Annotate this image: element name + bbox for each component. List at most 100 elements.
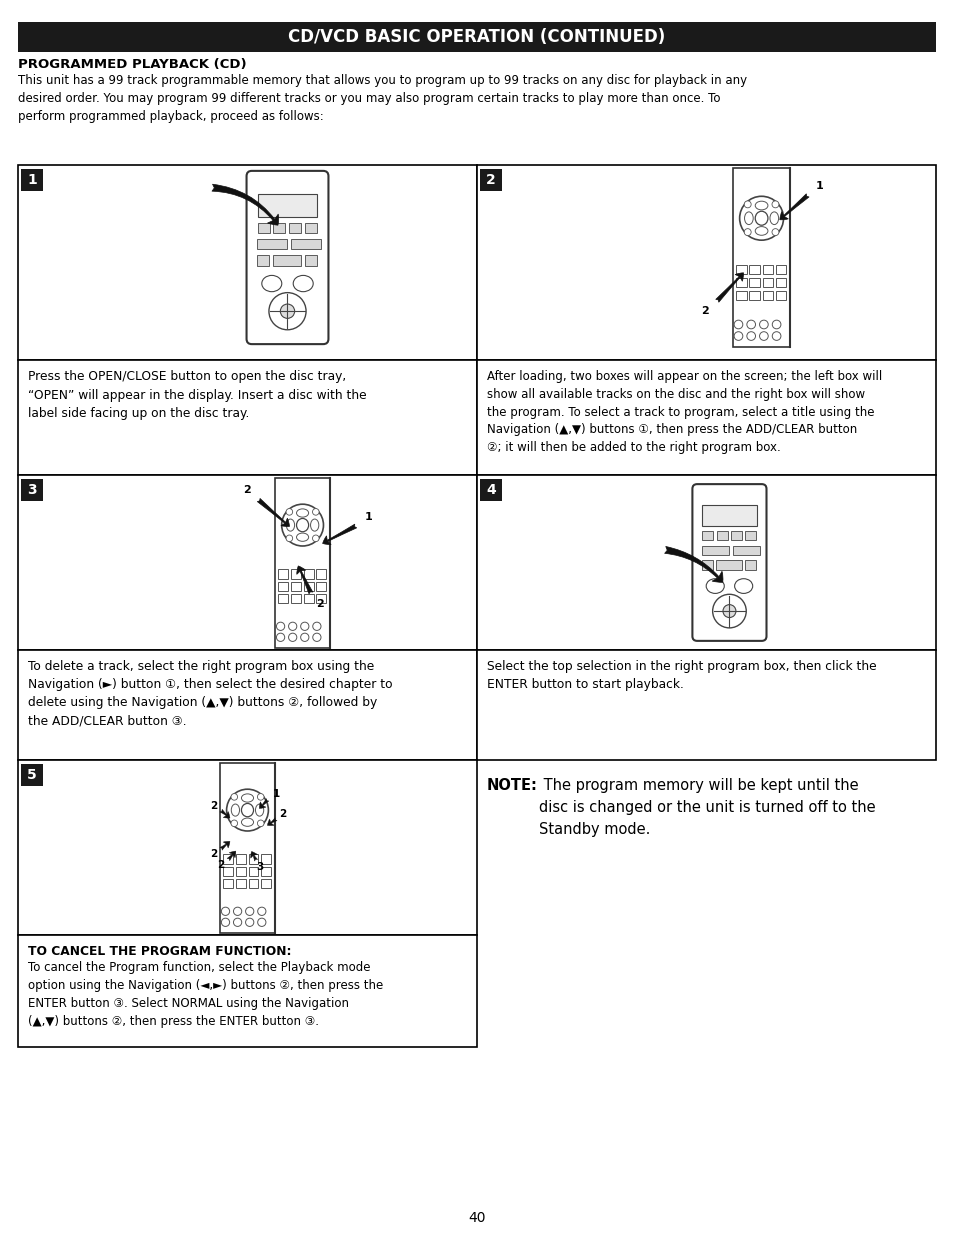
- Bar: [476, 359, 935, 475]
- Bar: [304, 222, 316, 233]
- Circle shape: [280, 304, 294, 319]
- Bar: [18, 935, 476, 1047]
- Bar: [730, 531, 740, 541]
- Circle shape: [269, 293, 306, 330]
- Circle shape: [734, 332, 742, 341]
- Bar: [256, 256, 269, 266]
- Bar: [736, 278, 746, 288]
- Circle shape: [743, 228, 750, 236]
- Text: PROGRAMMED PLAYBACK (CD): PROGRAMMED PLAYBACK (CD): [18, 58, 247, 70]
- Ellipse shape: [755, 201, 767, 210]
- Text: NOTE:: NOTE:: [486, 778, 537, 793]
- Text: 2: 2: [486, 173, 496, 186]
- Text: 1: 1: [364, 511, 372, 521]
- Bar: [316, 582, 326, 592]
- Text: 2: 2: [315, 599, 324, 609]
- Text: 2: 2: [210, 848, 216, 858]
- Circle shape: [221, 918, 230, 926]
- Circle shape: [313, 509, 318, 515]
- Circle shape: [313, 622, 320, 630]
- Bar: [249, 855, 258, 863]
- Circle shape: [712, 594, 745, 627]
- Bar: [736, 264, 746, 274]
- Bar: [316, 594, 326, 604]
- Circle shape: [276, 634, 284, 641]
- Bar: [21, 479, 43, 501]
- Circle shape: [276, 622, 284, 630]
- Bar: [749, 290, 759, 300]
- Bar: [261, 855, 271, 863]
- Circle shape: [734, 320, 742, 329]
- Ellipse shape: [296, 519, 309, 532]
- Ellipse shape: [755, 211, 767, 225]
- Ellipse shape: [705, 579, 723, 594]
- Text: 2: 2: [210, 800, 216, 810]
- Text: After loading, two boxes will appear on the screen; the left box will
show all a: After loading, two boxes will appear on …: [486, 370, 882, 454]
- Ellipse shape: [293, 275, 313, 291]
- Bar: [476, 165, 935, 359]
- Bar: [273, 256, 301, 266]
- Circle shape: [300, 622, 309, 630]
- Text: 5: 5: [27, 768, 37, 782]
- Bar: [775, 278, 785, 288]
- Text: 2: 2: [242, 485, 251, 495]
- Bar: [762, 290, 772, 300]
- Ellipse shape: [296, 509, 309, 517]
- Bar: [223, 879, 233, 888]
- Ellipse shape: [231, 804, 239, 816]
- Bar: [291, 569, 300, 579]
- Circle shape: [257, 918, 266, 926]
- Bar: [701, 505, 756, 526]
- Circle shape: [257, 794, 264, 800]
- Circle shape: [739, 196, 782, 240]
- Bar: [716, 531, 727, 541]
- Ellipse shape: [241, 804, 253, 816]
- Bar: [476, 475, 935, 650]
- Bar: [762, 278, 772, 288]
- Ellipse shape: [743, 212, 753, 225]
- Circle shape: [771, 228, 778, 236]
- Text: 1: 1: [815, 180, 822, 190]
- Bar: [749, 278, 759, 288]
- Bar: [235, 879, 246, 888]
- Bar: [21, 764, 43, 785]
- Ellipse shape: [255, 804, 263, 816]
- Bar: [274, 478, 330, 647]
- Bar: [257, 222, 270, 233]
- Bar: [18, 165, 476, 359]
- Circle shape: [313, 634, 320, 641]
- Bar: [220, 762, 274, 932]
- Bar: [732, 168, 790, 347]
- Bar: [775, 290, 785, 300]
- Bar: [479, 169, 501, 191]
- Bar: [18, 650, 476, 760]
- Bar: [273, 222, 285, 233]
- Circle shape: [746, 332, 755, 341]
- Bar: [249, 867, 258, 876]
- Bar: [278, 569, 288, 579]
- Ellipse shape: [296, 534, 309, 541]
- Bar: [18, 760, 476, 935]
- Bar: [278, 594, 288, 604]
- Bar: [18, 359, 476, 475]
- Bar: [749, 264, 759, 274]
- Bar: [736, 290, 746, 300]
- Text: This unit has a 99 track programmable memory that allows you to program up to 99: This unit has a 99 track programmable me…: [18, 74, 746, 124]
- Bar: [235, 867, 246, 876]
- Ellipse shape: [769, 212, 778, 225]
- Bar: [289, 222, 301, 233]
- Circle shape: [759, 332, 767, 341]
- Circle shape: [743, 201, 750, 207]
- Ellipse shape: [734, 579, 752, 594]
- Text: 3: 3: [255, 862, 263, 872]
- Circle shape: [245, 918, 253, 926]
- Bar: [476, 650, 935, 760]
- Bar: [261, 867, 271, 876]
- Bar: [316, 569, 326, 579]
- Circle shape: [772, 320, 781, 329]
- Bar: [715, 561, 740, 569]
- Ellipse shape: [311, 519, 318, 531]
- Text: 2: 2: [217, 861, 225, 871]
- Bar: [479, 479, 501, 501]
- Bar: [744, 561, 755, 569]
